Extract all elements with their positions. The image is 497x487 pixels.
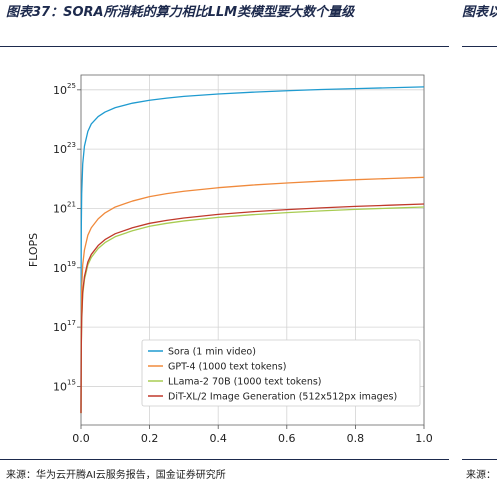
legend: Sora (1 min video) GPT-4 (1000 text token… (141, 339, 421, 407)
y-tick-label: 10 (53, 321, 67, 334)
x-tick-label: 1.0 (415, 432, 433, 445)
legend-label: LLama-2 70B (1000 text tokens) (168, 377, 322, 388)
next-figure-title: 图表以上 (462, 5, 497, 20)
series-line-0 (80, 86, 425, 414)
legend-label: DiT-XL/2 Image Generation (512x512px ima… (168, 392, 397, 403)
legend-label: GPT-4 (1000 text tokens) (168, 362, 286, 373)
title-rule (0, 46, 449, 47)
y-tick-exponent: 17 (67, 319, 76, 327)
x-tick-label: 0.4 (209, 432, 227, 445)
x-tick-label: 0.0 (72, 432, 90, 445)
y-tick-exponent: 15 (67, 378, 76, 386)
y-tick-exponent: 23 (67, 141, 76, 149)
figure-title: 图表37：SORA所消耗的算力相比LLM类模型要大数个量级 (6, 5, 355, 20)
series-lines (80, 86, 425, 414)
y-axis-label: FLOPS (27, 233, 40, 267)
y-tick-exponent: 25 (67, 82, 76, 90)
figure-source: 来源：华为云开腾AI云服务报告，国金证券研究所 (6, 470, 226, 481)
y-tick-label: 10 (53, 380, 67, 393)
source-rule (0, 459, 449, 460)
y-tick-label: 10 (53, 262, 67, 275)
series-line-3 (80, 203, 425, 414)
x-tick-label: 0.8 (347, 432, 365, 445)
next-figure-source: 来源： (466, 470, 496, 481)
y-tick-label: 10 (53, 84, 67, 97)
x-tick-label: 0.2 (141, 432, 159, 445)
source-rule-next (462, 459, 497, 460)
y-tick-label: 10 (53, 143, 67, 156)
series-line-1 (80, 176, 425, 414)
title-rule-next (462, 46, 497, 47)
y-tick-label: 10 (53, 202, 67, 215)
y-tick-exponent: 19 (67, 260, 76, 268)
y-tick-exponent: 21 (67, 200, 76, 208)
x-tick-label: 0.6 (278, 432, 296, 445)
legend-label: Sora (1 min video) (168, 347, 256, 358)
legend-box (141, 339, 421, 407)
